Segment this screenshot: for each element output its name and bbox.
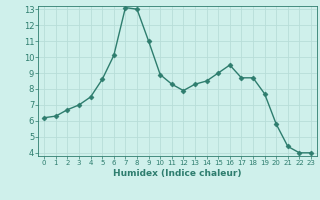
- X-axis label: Humidex (Indice chaleur): Humidex (Indice chaleur): [113, 169, 242, 178]
